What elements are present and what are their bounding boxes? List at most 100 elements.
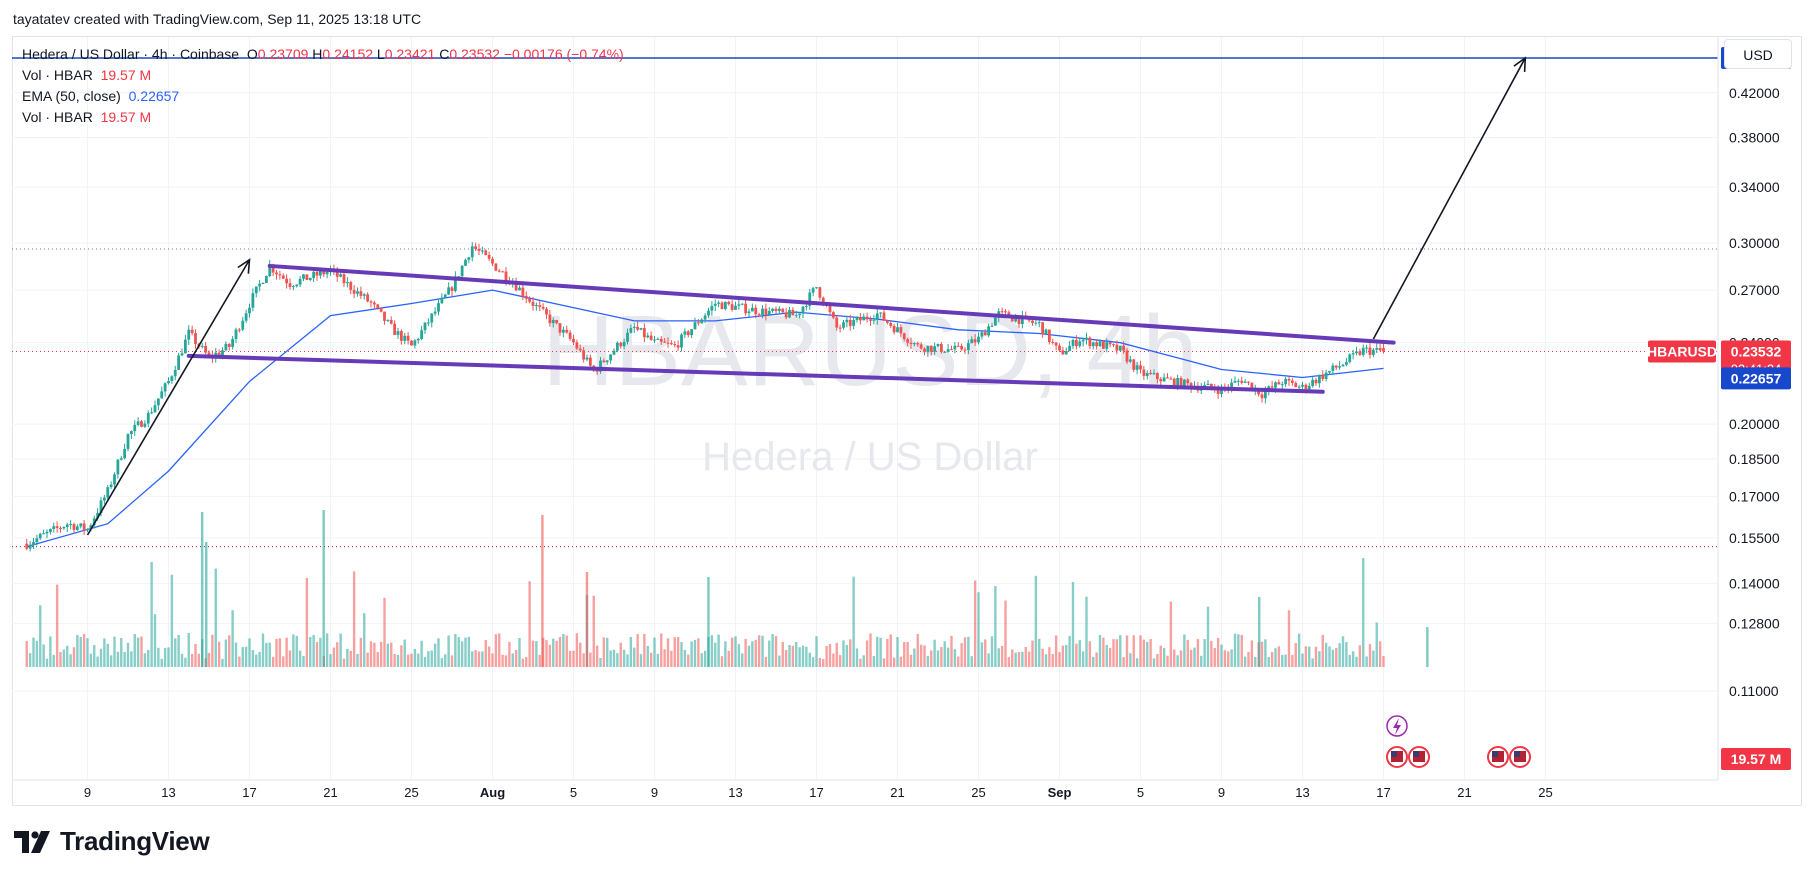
- volume-bar: [467, 636, 471, 667]
- volume-bar: [822, 658, 825, 667]
- event-flag-2[interactable]: [1408, 746, 1430, 768]
- ema-price-tag[interactable]: 0.22657: [1721, 367, 1791, 390]
- candle-body: [1112, 344, 1115, 346]
- volume-bar: [406, 654, 410, 667]
- candle-body: [129, 431, 133, 435]
- candle-body: [167, 380, 170, 384]
- channel-lower-line[interactable]: [186, 353, 1325, 394]
- volume-bar: [1324, 642, 1328, 667]
- volume-bar: [420, 640, 423, 667]
- candle-body: [1321, 375, 1325, 379]
- volume-bar: [163, 647, 167, 667]
- candle-body: [1314, 379, 1318, 384]
- trend-arrow-target[interactable]: [1372, 57, 1526, 340]
- volume-bar: [946, 647, 950, 667]
- legend-volume2-row[interactable]: Vol · HBAR 19.57 M: [22, 107, 624, 128]
- candle-body: [52, 526, 56, 530]
- volume-bar: [1230, 649, 1233, 667]
- us-flag-canton-icon: [1514, 751, 1520, 757]
- candle-body: [136, 421, 140, 425]
- event-flag-3[interactable]: [1487, 746, 1509, 768]
- candle-body: [1135, 365, 1139, 370]
- event-flag-4[interactable]: [1509, 746, 1531, 768]
- legend-ohlc-row[interactable]: Hedera / US Dollar · 4h · Coinbase O0.23…: [22, 44, 624, 65]
- tradingview-logo[interactable]: TradingView: [14, 826, 210, 857]
- volume-bar: [282, 656, 285, 667]
- candle-body: [187, 329, 191, 340]
- volume-bar: [987, 653, 990, 667]
- volume-bar: [741, 653, 744, 667]
- volume-bar: [811, 657, 815, 667]
- trend-arrow-rally[interactable]: [86, 259, 251, 536]
- volume-bar: [585, 572, 589, 667]
- candle-body: [1344, 362, 1348, 365]
- ema-line[interactable]: [26, 289, 1384, 548]
- volume-bar: [383, 597, 386, 667]
- candle-body: [221, 350, 224, 356]
- volume-bar: [1203, 639, 1206, 667]
- candle-body: [89, 525, 93, 530]
- y-tick-label: 0.12800: [1729, 615, 1780, 631]
- volume-bar: [936, 650, 940, 667]
- volume-bar: [700, 653, 703, 667]
- currency-button[interactable]: USD: [1724, 39, 1792, 69]
- volume-bar: [39, 605, 42, 667]
- legend-ema-row[interactable]: EMA (50, close) 0.22657: [22, 86, 624, 107]
- candle-body: [595, 370, 599, 372]
- volume-bar: [295, 635, 298, 667]
- volume-bar: [913, 648, 916, 667]
- candle-body: [1301, 384, 1304, 387]
- candle-body: [163, 383, 167, 392]
- candle-body: [977, 336, 980, 343]
- candle-body: [690, 329, 694, 336]
- volume-bar: [325, 633, 329, 667]
- volume-bar: [602, 637, 606, 667]
- volume-bar: [498, 633, 501, 667]
- x-tick-label: 9: [651, 785, 658, 800]
- candle-body: [960, 345, 964, 350]
- candle-body: [393, 323, 397, 335]
- candle-body: [1091, 342, 1095, 347]
- volume-tag[interactable]: 19.57 M: [1721, 748, 1791, 770]
- candle-body: [79, 523, 83, 527]
- volume-bar: [1078, 640, 1081, 667]
- candle-body: [565, 329, 569, 333]
- volume-bar: [589, 652, 592, 667]
- volume-bar: [865, 640, 869, 667]
- volume-bar: [636, 634, 639, 667]
- volume-bar: [801, 645, 805, 667]
- x-tick-label: 21: [323, 785, 337, 800]
- event-flag-1[interactable]: [1386, 746, 1408, 768]
- candle-body: [261, 283, 265, 285]
- candle-body: [312, 271, 316, 278]
- candle-body: [264, 276, 268, 284]
- volume-bar: [464, 637, 467, 667]
- candle-body: [1149, 372, 1153, 375]
- candle-body: [1047, 329, 1051, 343]
- candle-body: [109, 484, 113, 488]
- volume-bar: [656, 653, 660, 667]
- candle-body: [1250, 382, 1254, 391]
- volume-bar: [697, 638, 700, 667]
- volume-bar: [474, 650, 477, 667]
- volume-bar: [116, 651, 120, 667]
- symbol-tag[interactable]: HBARUSD: [1647, 340, 1717, 363]
- symbol-tag-bg: [1648, 340, 1716, 363]
- channel-upper-line[interactable]: [267, 263, 1396, 345]
- candle-body: [295, 284, 299, 287]
- candle-body: [619, 342, 623, 347]
- volume-bar: [268, 642, 271, 667]
- volume-bar: [231, 610, 234, 667]
- volume-bar: [683, 649, 687, 667]
- legend-volume-row[interactable]: Vol · HBAR 19.57 M: [22, 65, 624, 86]
- volume-bar: [558, 637, 562, 667]
- volume-bar: [1125, 635, 1129, 667]
- candle-body: [663, 341, 667, 343]
- volume-bar: [660, 633, 663, 667]
- candle-body: [383, 311, 386, 321]
- candle-body: [710, 305, 714, 311]
- candle-body: [1115, 344, 1119, 351]
- volume-bar: [582, 653, 585, 667]
- candle-body: [1280, 384, 1284, 386]
